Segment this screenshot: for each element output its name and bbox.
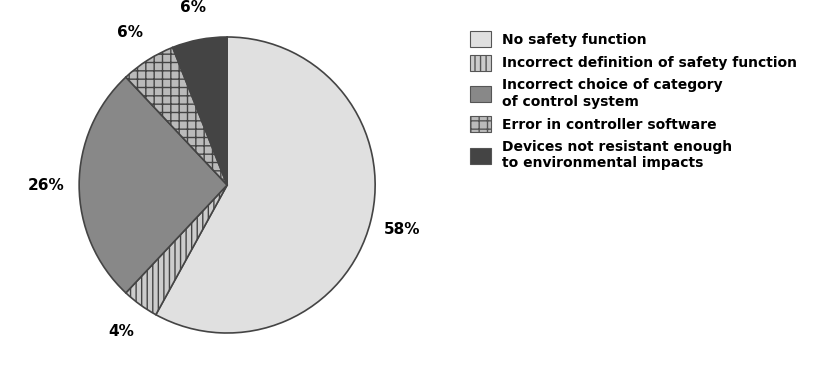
Wedge shape xyxy=(173,37,227,185)
Wedge shape xyxy=(79,77,227,293)
Wedge shape xyxy=(156,37,375,333)
Wedge shape xyxy=(126,47,227,185)
Text: 26%: 26% xyxy=(28,178,65,192)
Text: 58%: 58% xyxy=(384,222,420,238)
Legend: No safety function, Incorrect definition of safety function, Incorrect choice of: No safety function, Incorrect definition… xyxy=(464,26,802,176)
Text: 4%: 4% xyxy=(108,324,134,339)
Wedge shape xyxy=(126,185,227,315)
Text: 6%: 6% xyxy=(117,25,144,40)
Text: 6%: 6% xyxy=(180,0,206,15)
